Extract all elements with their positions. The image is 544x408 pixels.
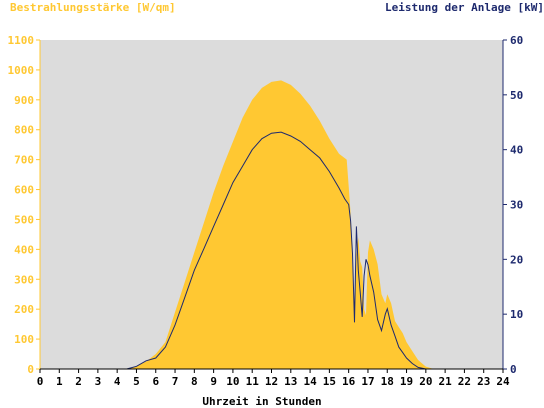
y-left-tick-label: 600 [14, 184, 34, 197]
x-tick-label: 0 [37, 375, 44, 388]
y-right-tick-label: 0 [510, 363, 517, 376]
x-tick-label: 9 [210, 375, 217, 388]
x-tick-label: 10 [226, 375, 239, 388]
y-left-tick-label: 300 [14, 273, 34, 286]
x-tick-label: 20 [419, 375, 432, 388]
x-tick-label: 15 [323, 375, 336, 388]
y-left-tick-label: 1100 [8, 34, 35, 47]
x-tick-label: 14 [303, 375, 317, 388]
x-tick-label: 18 [381, 375, 394, 388]
y-right-tick-label: 60 [510, 34, 523, 47]
x-tick-label: 22 [458, 375, 471, 388]
x-tick-label: 5 [133, 375, 140, 388]
left-axis-title: Bestrahlungsstärke [W/qm] [10, 1, 176, 14]
series-irradiance-area [40, 80, 503, 370]
y-left-tick-label: 0 [27, 363, 34, 376]
series-power-line [40, 131, 503, 370]
x-tick-label: 17 [361, 375, 374, 388]
y-left-tick-label: 400 [14, 243, 34, 256]
y-right-tick-label: 30 [510, 199, 523, 212]
x-tick-label: 7 [172, 375, 179, 388]
x-tick-label: 19 [400, 375, 413, 388]
x-tick-label: 12 [265, 375, 278, 388]
x-tick-label: 2 [75, 375, 82, 388]
x-axis-title: Uhrzeit in Stunden [202, 395, 321, 408]
plot-layer [40, 40, 503, 370]
y-left-tick-label: 500 [14, 213, 34, 226]
x-tick-label: 16 [342, 375, 356, 388]
x-tick-label: 8 [191, 375, 198, 388]
y-left-tick-label: 200 [14, 303, 34, 316]
axis-layer: 0100200300400500600700800900100011000102… [8, 34, 524, 388]
x-tick-label: 1 [56, 375, 63, 388]
y-left-tick-label: 1000 [8, 64, 35, 77]
y-right-tick-label: 10 [510, 308, 523, 321]
right-axis-title: Leistung der Anlage [kW] [385, 1, 544, 14]
y-right-tick-label: 20 [510, 253, 523, 266]
y-right-tick-label: 40 [510, 144, 523, 157]
y-left-tick-label: 700 [14, 154, 34, 167]
x-tick-label: 11 [246, 375, 260, 388]
x-tick-label: 21 [439, 375, 453, 388]
x-tick-label: 23 [477, 375, 490, 388]
x-tick-label: 4 [114, 375, 121, 388]
x-tick-label: 6 [152, 375, 159, 388]
y-left-tick-label: 900 [14, 94, 34, 107]
x-tick-label: 24 [496, 375, 510, 388]
x-tick-label: 13 [284, 375, 297, 388]
y-left-tick-label: 800 [14, 124, 34, 137]
y-left-tick-label: 100 [14, 333, 34, 346]
y-right-tick-label: 50 [510, 89, 523, 102]
x-tick-label: 3 [95, 375, 102, 388]
